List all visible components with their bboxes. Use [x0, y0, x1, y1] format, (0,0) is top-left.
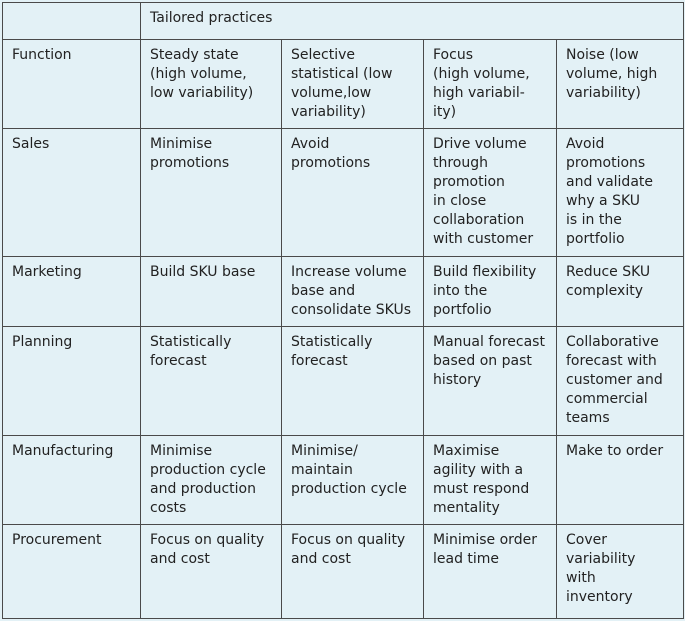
- table-cell: Increase volume base and consolidate SKU…: [281, 256, 424, 327]
- table-row-sales: Sales Minimise promotions Avoid promotio…: [2, 128, 685, 257]
- table-cell: Focus on quality and cost: [140, 524, 282, 619]
- table-cell: Collaborative forecast with customer and…: [555, 326, 685, 436]
- column-header-function: Function: [2, 39, 141, 129]
- table-cell: Focus on quality and cost: [281, 524, 424, 619]
- table-cell: Avoid promotions and validate why a SKU …: [555, 128, 685, 257]
- table-cell: Minimise/ maintain production cycle: [281, 435, 424, 525]
- table-cell: Cover variability with inventory: [555, 524, 685, 619]
- table-cell: Make to order: [555, 435, 685, 525]
- table-row-manufacturing: Manufacturing Minimise production cycle …: [2, 435, 685, 525]
- table-cell: Statistically forecast: [281, 326, 424, 436]
- column-header-steady-state: Steady state (high volume, low variabili…: [140, 39, 282, 129]
- row-label-procurement: Procurement: [2, 524, 141, 619]
- table-cell: Build SKU base: [140, 256, 282, 327]
- table-row-procurement: Procurement Focus on quality and cost Fo…: [2, 524, 685, 619]
- table-cell: Maximise agility with a must respond men…: [423, 435, 557, 525]
- column-header-focus: Focus (high volume, high variabil- ity): [423, 39, 557, 129]
- table-cell: Build flexibility into the portfolio: [423, 256, 557, 327]
- corner-cell: [2, 2, 141, 40]
- table-cell: Avoid promotions: [281, 128, 424, 257]
- table-cell: Statistically forecast: [140, 326, 282, 436]
- super-header-tailored-practices: Tailored practices: [139, 2, 685, 40]
- table-row-marketing: Marketing Build SKU base Increase volume…: [2, 256, 685, 327]
- row-label-manufacturing: Manufacturing: [2, 435, 141, 525]
- table-cell: Reduce SKU complexity: [555, 256, 685, 327]
- table-cell: Minimise order lead time: [423, 524, 557, 619]
- table-cell: Minimise promotions: [140, 128, 282, 257]
- row-label-marketing: Marketing: [2, 256, 141, 327]
- column-header-noise: Noise (low volume, high variability): [555, 39, 685, 129]
- table-cell: Drive volume through promotion in close …: [423, 128, 557, 257]
- table-cell: Minimise production cycle and production…: [140, 435, 282, 525]
- column-header-selective-statistical: Selective statistical (low volume,low va…: [281, 39, 424, 129]
- row-label-sales: Sales: [2, 128, 141, 257]
- row-label-planning: Planning: [2, 326, 141, 436]
- table-row-planning: Planning Statistically forecast Statisti…: [2, 326, 685, 436]
- table-cell: Manual forecast based on past history: [423, 326, 557, 436]
- column-header-row: Function Steady state (high volume, low …: [2, 39, 685, 129]
- super-header-row: Tailored practices: [2, 2, 685, 40]
